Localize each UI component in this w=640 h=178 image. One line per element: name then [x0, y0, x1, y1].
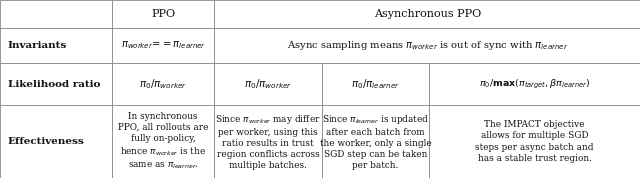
- Text: Since $\pi_{learner}$ is updated
after each batch from
the worker, only a single: Since $\pi_{learner}$ is updated after e…: [320, 113, 431, 170]
- Text: Invariants: Invariants: [8, 41, 67, 50]
- Bar: [322, 63, 429, 105]
- Text: Likelihood ratio: Likelihood ratio: [8, 80, 100, 89]
- Text: $\pi_0/\pi_{learner}$: $\pi_0/\pi_{learner}$: [351, 77, 400, 91]
- Bar: [322, 105, 429, 178]
- Bar: [112, 63, 214, 105]
- Bar: [0, 105, 112, 178]
- Bar: [214, 63, 322, 105]
- Bar: [112, 105, 214, 178]
- Bar: [0, 28, 112, 63]
- Text: Since $\pi_{worker}$ may differ
per worker, using this
ratio results in trust
re: Since $\pi_{worker}$ may differ per work…: [215, 113, 321, 170]
- Text: In synchronous
PPO, all rollouts are
fully on-policy,
hence $\pi_{worker}$ is th: In synchronous PPO, all rollouts are ful…: [118, 112, 209, 171]
- Text: The IMPACT objective
allows for multiple SGD
steps per async batch and
has a sta: The IMPACT objective allows for multiple…: [476, 120, 594, 163]
- Text: $\pi_0/\pi_{worker}$: $\pi_0/\pi_{worker}$: [139, 77, 188, 91]
- Bar: [0, 0, 112, 28]
- Text: $\pi_{worker}\!=\!=\pi_{learner}$: $\pi_{worker}\!=\!=\pi_{learner}$: [120, 40, 206, 51]
- Text: Async sampling means $\pi_{worker}$ is out of sync with $\pi_{learner}$: Async sampling means $\pi_{worker}$ is o…: [287, 39, 568, 52]
- Bar: [429, 105, 640, 178]
- Bar: [112, 28, 214, 63]
- Bar: [429, 63, 640, 105]
- Text: Effectiveness: Effectiveness: [8, 137, 84, 146]
- Bar: [214, 0, 640, 28]
- Text: $\pi_0/\mathbf{max}(\pi_{target}, \beta\pi_{learner})$: $\pi_0/\mathbf{max}(\pi_{target}, \beta\…: [479, 78, 591, 91]
- Bar: [214, 28, 640, 63]
- Text: $\pi_0/\pi_{worker}$: $\pi_0/\pi_{worker}$: [244, 77, 292, 91]
- Bar: [214, 105, 322, 178]
- Text: PPO: PPO: [151, 9, 175, 19]
- Text: Asynchronous PPO: Asynchronous PPO: [374, 9, 481, 19]
- Bar: [112, 0, 214, 28]
- Bar: [0, 63, 112, 105]
